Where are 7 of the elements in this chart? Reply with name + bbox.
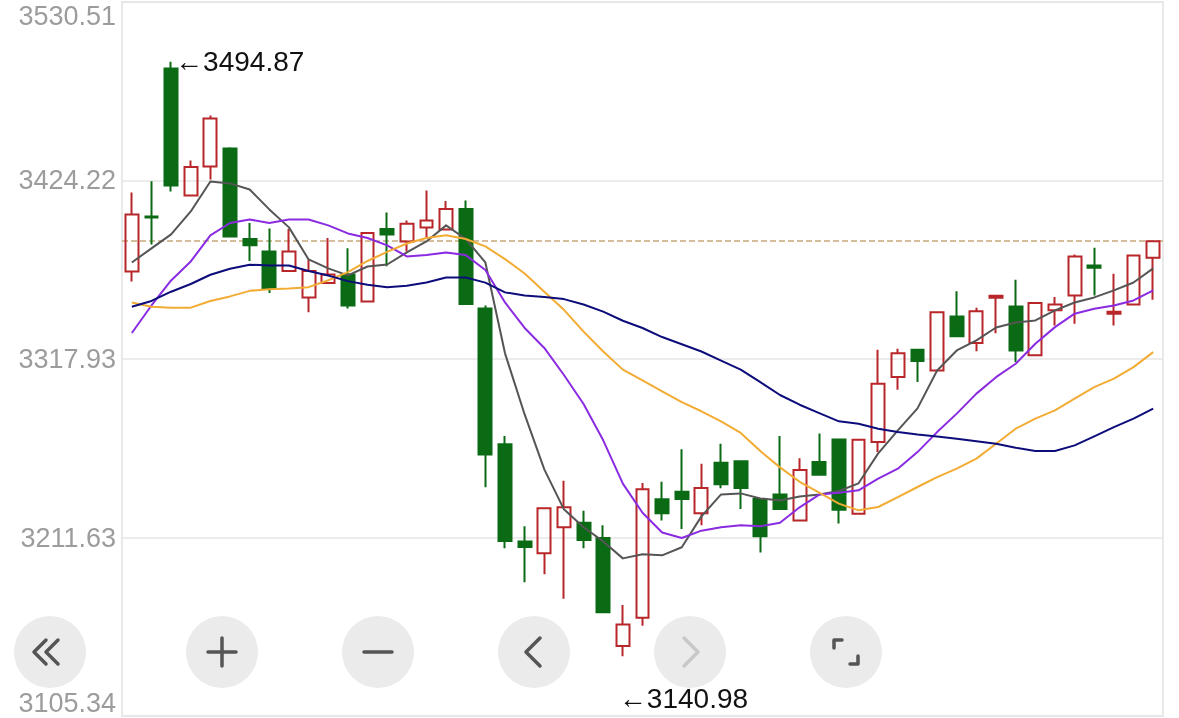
y-tick-label: 3105.34 — [18, 687, 116, 718]
y-tick-label: 3211.63 — [20, 522, 116, 553]
y-tick-label: 3424.22 — [18, 165, 116, 196]
annotation: ←3494.87 — [175, 46, 305, 78]
annotation: ←3140.98 — [618, 682, 749, 714]
y-tick-label: 3530.51 — [18, 0, 116, 31]
y-tick-label: 3317.93 — [18, 343, 116, 374]
